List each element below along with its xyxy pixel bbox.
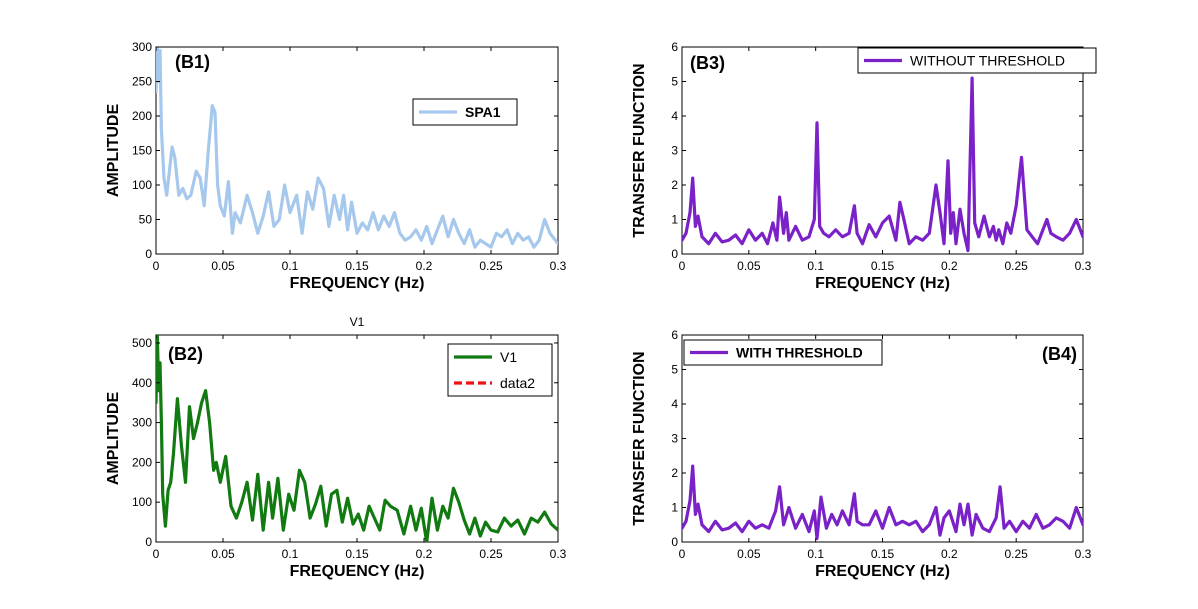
y-axis-label: AMPLITUDE	[105, 104, 122, 198]
x-tick-label: 0.1	[807, 547, 824, 561]
y-tick-label: 0	[145, 247, 152, 261]
panel-label: (B3)	[690, 53, 725, 73]
y-tick-label: 1	[671, 501, 678, 515]
legend-box	[447, 343, 553, 397]
panel-label: (B4)	[1042, 344, 1077, 364]
y-tick-label: 200	[132, 455, 152, 469]
legend: WITH THRESHOLD	[683, 339, 883, 366]
x-axis-label: FREQUENCY (Hz)	[815, 563, 950, 580]
y-tick-label: 3	[671, 144, 678, 158]
y-tick-label: 50	[139, 213, 153, 227]
x-tick-label: 0.05	[737, 259, 761, 273]
y-tick-label: 2	[671, 178, 678, 192]
legend: WITHOUT THRESHOLD	[857, 47, 1097, 74]
legend-label: data2	[500, 375, 535, 391]
x-tick-label: 0.2	[416, 547, 433, 561]
x-tick-label: 0	[153, 547, 160, 561]
y-tick-label: 6	[671, 40, 678, 54]
panel-b3: 0 0.05 0.1 0.15 0.2 0.25 0.3 0 1 2 3 4 5 6 FREQUENCY (…	[631, 40, 1097, 292]
x-tick-label: 0.25	[1004, 259, 1028, 273]
y-tick-label: 100	[132, 178, 152, 192]
x-tick-label: 0	[679, 259, 686, 273]
y-tick-label: 100	[132, 495, 152, 509]
y-tick-label: 0	[145, 535, 152, 549]
y-tick-label: 300	[132, 416, 152, 430]
x-tick-label: 0.1	[807, 259, 824, 273]
x-tick-label: 0.15	[871, 259, 895, 273]
legend-label: WITH THRESHOLD	[736, 345, 863, 361]
y-axis-label: TRANSFER FUNCTION	[631, 351, 648, 525]
legend-label: SPA1	[465, 104, 501, 120]
x-axis-label: FREQUENCY (Hz)	[290, 275, 425, 292]
x-tick-label: 0.15	[345, 547, 369, 561]
x-tick-label: 0.3	[1075, 547, 1092, 561]
x-tick-label: 0	[679, 547, 686, 561]
x-tick-label: 0.1	[282, 259, 299, 273]
x-tick-label: 0.05	[211, 547, 235, 561]
x-tick-label: 0.3	[550, 547, 567, 561]
legend-label: WITHOUT THRESHOLD	[910, 53, 1065, 69]
y-tick-label: 500	[132, 336, 152, 350]
y-tick-label: 1	[671, 213, 678, 227]
x-tick-label: 0.2	[416, 259, 433, 273]
axes-box	[155, 46, 559, 255]
x-axis-label: FREQUENCY (Hz)	[290, 563, 425, 580]
legend: V1 data2	[447, 343, 553, 397]
y-tick-label: 150	[132, 144, 152, 158]
legend: SPA1	[412, 98, 518, 126]
x-tick-label: 0.25	[479, 259, 503, 273]
y-tick-label: 5	[671, 363, 678, 377]
x-tick-label: 0.2	[941, 259, 958, 273]
y-tick-label: 250	[132, 75, 152, 89]
y-tick-label: 2	[671, 466, 678, 480]
x-tick-label: 0	[153, 259, 160, 273]
series-line-without-threshold	[682, 76, 1083, 253]
panel-b1: 0 0.05 0.1 0.15 0.2 0.25 0.3 0 50 100 150 200 250 300…	[105, 40, 567, 292]
panel-b4: 0 0.05 0.1 0.15 0.2 0.25 0.3 0 1 2 3 4 5 6 FREQUENCY (…	[631, 328, 1092, 580]
y-tick-label: 4	[671, 397, 678, 411]
y-tick-label: 0	[671, 535, 678, 549]
panel-label: (B1)	[175, 52, 210, 72]
y-tick-label: 5	[671, 75, 678, 89]
x-tick-label: 0.15	[871, 547, 895, 561]
axes-box	[681, 334, 1084, 543]
panel-b2: 0 0.05 0.1 0.15 0.2 0.25 0.3 0 100 200 300 400 500 FR…	[105, 315, 567, 580]
y-axis-label: TRANSFER FUNCTION	[631, 63, 648, 237]
x-tick-label: 0.2	[941, 547, 958, 561]
x-tick-label: 0.05	[737, 547, 761, 561]
x-tick-label: 0.1	[282, 547, 299, 561]
x-tick-label: 0.3	[1075, 259, 1092, 273]
series-line-v1	[156, 335, 558, 542]
y-tick-label: 200	[132, 109, 152, 123]
y-axis-label: AMPLITUDE	[105, 392, 122, 486]
y-tick-label: 6	[671, 328, 678, 342]
y-tick-label: 3	[671, 432, 678, 446]
series-line-with-threshold	[682, 464, 1083, 541]
chart-title: V1	[350, 315, 365, 329]
y-tick-label: 400	[132, 376, 152, 390]
x-tick-label: 0.25	[1004, 547, 1028, 561]
x-tick-label: 0.25	[479, 547, 503, 561]
x-tick-label: 0.3	[550, 259, 567, 273]
series-line-spa1	[156, 47, 558, 249]
x-tick-label: 0.15	[345, 259, 369, 273]
y-tick-label: 300	[132, 40, 152, 54]
x-tick-label: 0.05	[211, 259, 235, 273]
y-tick-label: 4	[671, 109, 678, 123]
y-tick-label: 0	[671, 247, 678, 261]
legend-label: V1	[500, 349, 517, 365]
x-axis-label: FREQUENCY (Hz)	[815, 275, 950, 292]
panel-label: (B2)	[168, 344, 203, 364]
